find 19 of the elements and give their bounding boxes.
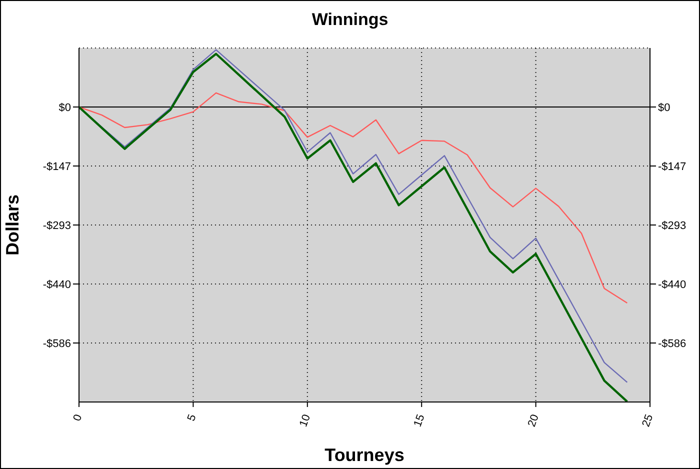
y2-tick-label: -$293 — [658, 220, 686, 232]
y2-tick-label: -$586 — [658, 338, 686, 350]
y-tick-label: -$586 — [42, 338, 71, 350]
y-tick-label: -$293 — [42, 220, 71, 232]
y-tick-label: $0 — [58, 102, 71, 114]
x-axis-title: Tourneys — [324, 445, 404, 465]
x-tick-label: 0 — [71, 412, 85, 423]
x-tick-label: 5 — [185, 412, 199, 423]
x-tick-label: 10 — [298, 412, 314, 429]
x-tick-label: 20 — [526, 412, 542, 429]
chart-title: Winnings — [310, 10, 390, 30]
y2-tick-label: -$147 — [658, 160, 686, 173]
x-tick-label: 15 — [412, 412, 428, 429]
y-axis-title: Dollars — [2, 194, 22, 256]
x-tick-label: 25 — [640, 412, 656, 429]
y2-tick-label: -$440 — [658, 278, 686, 291]
y-tick-label: -$440 — [42, 278, 71, 291]
y2-tick-label: $0 — [658, 102, 670, 114]
y-tick-label: -$147 — [42, 160, 71, 173]
